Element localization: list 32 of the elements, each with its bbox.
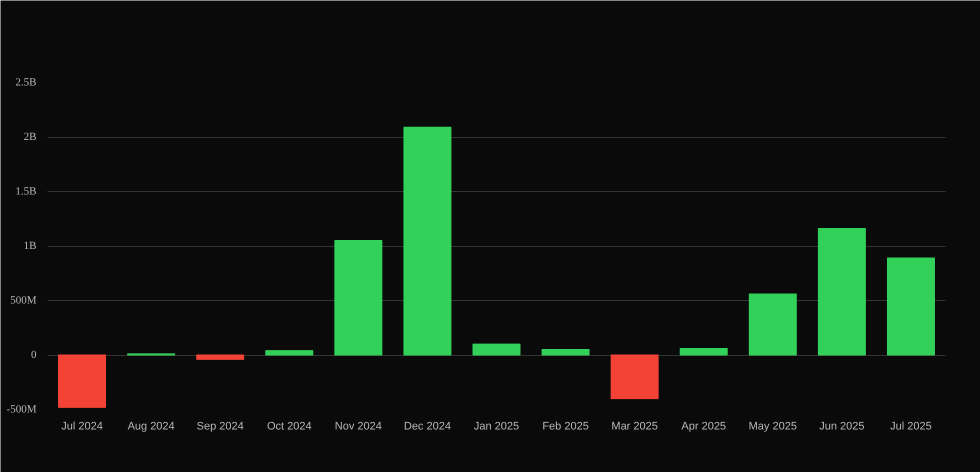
bar [334,240,382,356]
bar [196,354,244,360]
y-tick-label: -500M [6,404,37,416]
bar [818,228,866,356]
y-tick-label: 1B [24,240,37,252]
bar [403,126,452,356]
x-tick-label: Oct 2024 [266,420,312,432]
bar [748,293,797,356]
x-tick-label: Jun 2025 [819,420,865,432]
x-tick-label: May 2025 [748,420,797,432]
x-tick-label: Aug 2024 [128,420,175,432]
x-tick-label: Jan 2025 [474,420,520,432]
y-tick-label: 0 [31,349,37,361]
x-tick-label: Feb 2025 [542,420,589,432]
x-tick-label: Apr 2025 [681,420,726,432]
x-tick-label: Mar 2025 [611,420,658,432]
bar [472,344,520,356]
y-tick-label: 500M [10,294,37,306]
bar [680,348,728,356]
x-tick-label: Sep 2024 [196,420,244,432]
bar [58,354,106,408]
y-tick-label: 1.5B [15,186,37,198]
y-tick-label: 2B [24,131,37,143]
x-tick-label: Dec 2024 [404,420,451,432]
bar [265,350,314,356]
y-tick-label: 2.5B [15,76,37,88]
x-tick-label: Jul 2025 [890,420,932,432]
bar [886,257,935,356]
x-tick-label: Jul 2024 [61,420,103,432]
bar [542,349,590,356]
x-tick-label: Nov 2024 [334,420,382,432]
bar [610,354,659,400]
